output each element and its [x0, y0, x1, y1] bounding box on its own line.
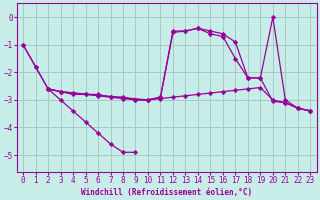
X-axis label: Windchill (Refroidissement éolien,°C): Windchill (Refroidissement éolien,°C) — [81, 188, 252, 197]
